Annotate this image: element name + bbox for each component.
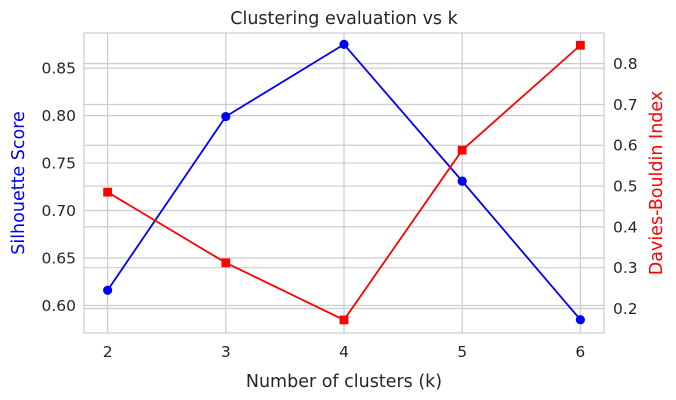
right-y-tick-label: 0.8: [613, 55, 638, 73]
left-y-axis-label: Silhouette Score: [9, 111, 29, 255]
x-tick-label: 3: [221, 343, 231, 361]
davies-bouldin-data-point: [339, 315, 349, 325]
silhouette-data-point: [339, 39, 349, 49]
davies-bouldin-data-point: [575, 40, 585, 50]
silhouette-data-point: [221, 111, 231, 122]
left-y-tick-label: 0.75: [41, 155, 76, 173]
x-tick-label: 2: [103, 343, 113, 361]
x-axis-label: Number of clusters (k): [246, 372, 442, 392]
right-y-tick-label: 0.3: [613, 259, 638, 277]
left-y-tick-label: 0.65: [41, 250, 76, 268]
left-y-tick-label: 0.80: [41, 107, 76, 125]
right-y-tick-label: 0.4: [613, 218, 638, 236]
left-y-tick-label: 0.70: [41, 202, 76, 220]
silhouette-data-point: [103, 285, 113, 295]
left-y-tick-label: 0.85: [41, 60, 76, 78]
right-y-tick-label: 0.6: [613, 137, 638, 155]
right-y-tick-label: 0.7: [613, 96, 638, 114]
right-y-tick-labels: 0.2 0.3 0.4 0.5 0.6 0.7 0.8: [613, 55, 638, 318]
davies-bouldin-data-point: [457, 145, 467, 155]
davies-bouldin-data-point: [221, 258, 231, 268]
plot-frame: [83, 32, 605, 334]
left-y-tick-labels: 0.60 0.65 0.70 0.75 0.80 0.85: [41, 60, 76, 315]
right-y-axis-label: Davies-Bouldin Index: [647, 91, 667, 275]
silhouette-data-point: [457, 176, 467, 186]
grid-lines: [84, 33, 604, 333]
x-tick-label: 6: [575, 343, 585, 361]
chart-title: Clustering evaluation vs k: [230, 9, 458, 29]
right-y-tick-label: 0.5: [613, 178, 638, 196]
left-y-tick-label: 0.60: [41, 297, 76, 315]
davies-bouldin-data-point: [103, 187, 113, 197]
x-tick-label: 4: [339, 343, 349, 361]
series-layer: [103, 39, 585, 325]
x-tick-label: 5: [457, 343, 467, 361]
silhouette-data-point: [575, 315, 585, 325]
right-y-tick-label: 0.2: [613, 300, 638, 318]
x-tick-labels: 2 3 4 5 6: [103, 343, 586, 361]
